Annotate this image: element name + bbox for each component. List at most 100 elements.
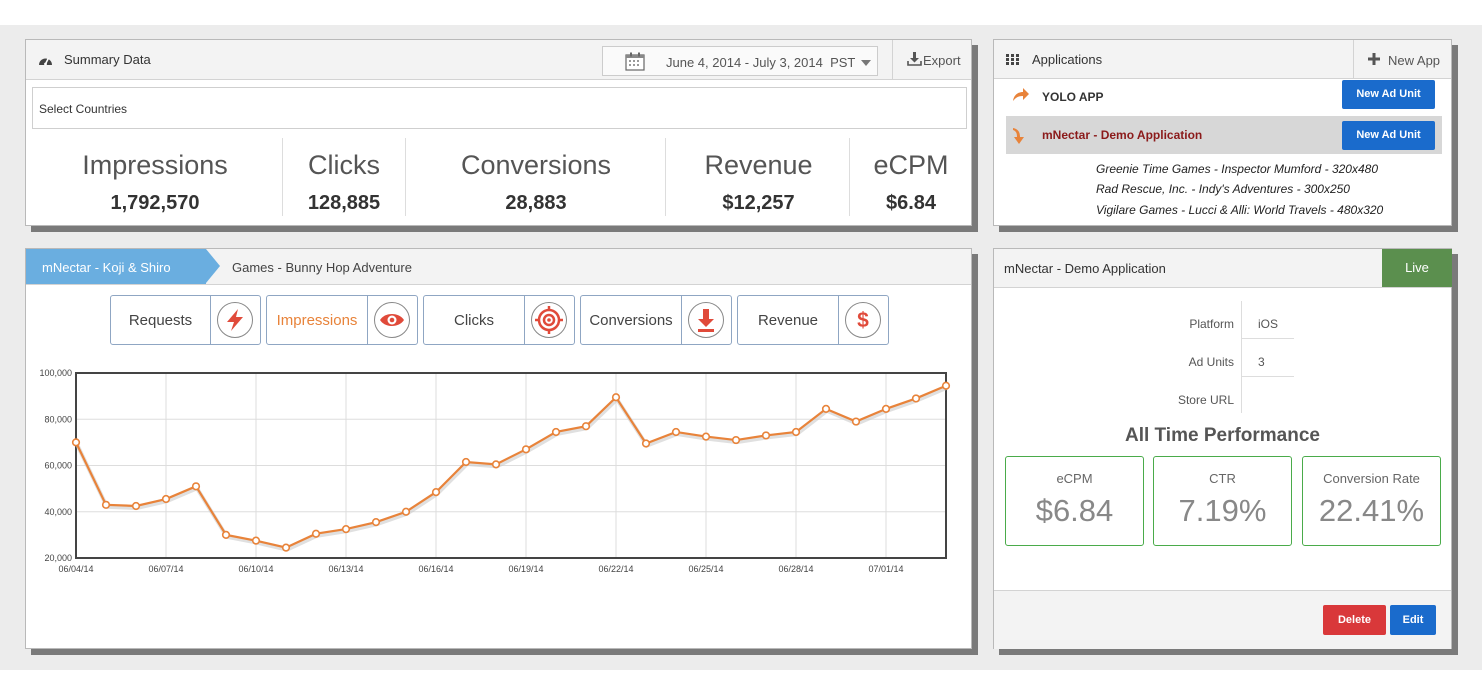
x-tick-label: 06/10/14 — [238, 564, 273, 574]
performance-label: Conversion Rate — [1323, 471, 1420, 486]
calendar-icon — [625, 52, 645, 71]
data-point — [101, 500, 111, 509]
x-tick-label: 06/13/14 — [328, 564, 363, 574]
data-point — [131, 501, 141, 511]
data-point — [431, 487, 441, 497]
data-point — [791, 427, 801, 437]
country-select-input[interactable]: Select Countries — [32, 87, 967, 129]
breadcrumb: mNectar - Koji & Shiro Games - Bunny Hop… — [26, 249, 971, 285]
stat-divider — [849, 138, 850, 216]
y-tick-label: 60,000 — [44, 461, 72, 471]
y-tick-label: 100,000 — [39, 368, 72, 378]
x-tick-label: 06/22/14 — [598, 564, 633, 574]
data-point — [821, 404, 831, 413]
breadcrumb-app-label: mNectar - Koji & Shiro — [42, 260, 171, 275]
stat-divider — [665, 138, 666, 216]
data-point — [581, 422, 591, 431]
metric-label: Requests — [128, 312, 193, 329]
summary-panel: Summary Data June 4, 2014 - July 3, 2014… — [25, 39, 972, 226]
new-app-button[interactable]: New App — [1353, 40, 1451, 79]
metric-button-clicks[interactable]: Clicks — [423, 295, 575, 345]
breadcrumb-item-app[interactable]: mNectar - Koji & Shiro — [26, 249, 220, 284]
stat-revenue: Revenue $12,257 — [686, 140, 831, 220]
svg-text:$: $ — [857, 309, 869, 332]
app-detail-header: mNectar - Demo Application Live — [994, 249, 1452, 288]
date-range-text: June 4, 2014 - July 3, 2014 — [666, 55, 823, 70]
stat-ecpm: eCPM $6.84 — [861, 140, 961, 220]
delete-button[interactable]: Delete — [1323, 605, 1386, 635]
date-range-selector[interactable]: June 4, 2014 - July 3, 2014 PST — [602, 46, 878, 76]
ad-unit-item[interactable]: Greenie Time Games - Inspector Mumford -… — [1096, 162, 1379, 176]
data-point — [611, 393, 621, 402]
metric-button-conversions[interactable]: Conversions — [580, 295, 732, 345]
stat-divider — [282, 138, 283, 216]
impressions-line-chart: 20,000 40,000 60,000 80,000 100,000 06/04/14 0… — [39, 368, 951, 574]
summary-header: Summary Data June 4, 2014 - July 3, 2014… — [26, 40, 971, 80]
performance-value: 22.41% — [1318, 493, 1425, 528]
data-point — [671, 427, 681, 437]
data-point — [311, 529, 321, 538]
metric-label: Impressions — [276, 312, 358, 329]
x-tick-label: 06/28/14 — [778, 564, 813, 574]
metric-label: Clicks — [454, 312, 494, 329]
info-key-store-url: Store URL — [1177, 393, 1234, 407]
share-arrow-icon — [1013, 88, 1029, 101]
stat-value: $6.84 — [885, 192, 937, 214]
data-point — [641, 439, 651, 448]
y-tick-label: 80,000 — [44, 414, 72, 424]
data-point — [461, 457, 471, 467]
stat-label: Revenue — [704, 150, 813, 180]
y-tick-label: 40,000 — [44, 507, 72, 517]
info-divider — [1242, 376, 1294, 377]
new-app-label: New App — [1388, 53, 1441, 68]
metric-button-requests[interactable]: Requests — [110, 295, 261, 345]
data-point — [221, 530, 231, 539]
info-key-platform: Platform — [1189, 317, 1234, 331]
download-icon — [688, 302, 724, 338]
grid-icon — [1006, 54, 1019, 65]
performance-title: All Time Performance — [1124, 425, 1320, 446]
edit-button[interactable]: Edit — [1390, 605, 1436, 635]
performance-label: CTR — [1209, 471, 1236, 486]
metric-button-revenue[interactable]: Revenue $ — [737, 295, 889, 345]
chevron-down-icon — [861, 60, 871, 66]
ad-unit-item[interactable]: Rad Rescue, Inc. - Indy's Adventures - 3… — [1096, 182, 1350, 196]
info-divider — [1242, 338, 1294, 339]
stat-label: Conversions — [460, 150, 612, 180]
data-point — [911, 394, 921, 403]
info-divider-vertical — [1241, 301, 1242, 413]
stat-label: Impressions — [82, 150, 228, 180]
stat-impressions: Impressions 1,792,570 — [66, 140, 244, 220]
chart-panel: mNectar - Koji & Shiro Games - Bunny Hop… — [25, 248, 972, 649]
metric-button-impressions[interactable]: Impressions — [266, 295, 418, 345]
data-point — [341, 524, 351, 534]
x-tick-label: 06/07/14 — [148, 564, 183, 574]
ad-unit-item[interactable]: Vigilare Games - Lucci & Alli: World Tra… — [1096, 203, 1384, 217]
export-button[interactable]: Export — [892, 40, 972, 80]
eye-icon — [374, 302, 410, 338]
app-detail-panel: mNectar - Demo Application Live Platform… — [993, 248, 1452, 649]
plus-icon — [1368, 53, 1380, 65]
data-point — [941, 381, 951, 390]
data-point — [731, 435, 741, 445]
performance-card-conversion-rate: Conversion Rate 22.41% — [1302, 456, 1441, 546]
data-point — [191, 482, 201, 491]
new-ad-unit-button[interactable]: New Ad Unit — [1342, 80, 1435, 109]
data-point — [161, 494, 171, 504]
x-tick-label: 06/04/14 — [58, 564, 93, 574]
status-badge: Live — [1382, 249, 1452, 287]
stat-value: $12,257 — [722, 192, 795, 214]
app-row-yolo[interactable]: YOLO APP — [1006, 78, 1442, 114]
stat-value: 1,792,570 — [110, 192, 200, 214]
x-tick-label: 06/16/14 — [418, 564, 453, 574]
data-point — [71, 438, 81, 447]
info-key-ad-units: Ad Units — [1188, 355, 1234, 369]
data-point — [281, 543, 291, 552]
breadcrumb-item-game[interactable]: Games - Bunny Hop Adventure — [232, 260, 412, 275]
series-line-impressions — [75, 384, 947, 549]
data-point — [491, 460, 501, 469]
new-ad-unit-button[interactable]: New Ad Unit — [1342, 121, 1435, 150]
target-icon — [531, 302, 567, 338]
performance-label: eCPM — [1056, 471, 1093, 486]
performance-value: $6.84 — [1035, 493, 1114, 528]
